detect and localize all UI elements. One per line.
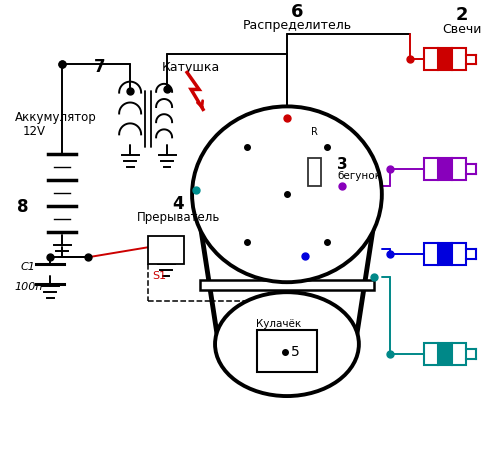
Text: бегунок: бегунок — [337, 172, 381, 181]
Bar — [438, 48, 452, 70]
Text: Катушка: Катушка — [162, 61, 220, 74]
Text: 2: 2 — [456, 5, 468, 23]
Bar — [424, 243, 466, 265]
Bar — [438, 343, 452, 365]
Text: Распределитель: Распределитель — [242, 19, 352, 32]
Bar — [257, 330, 317, 372]
Text: 4: 4 — [172, 195, 184, 213]
Text: 3: 3 — [337, 157, 347, 172]
Ellipse shape — [192, 106, 382, 282]
Bar — [438, 243, 452, 265]
Text: Прерыватель: Прерыватель — [136, 211, 220, 224]
Text: Кулачёк: Кулачёк — [256, 319, 302, 329]
Text: 8: 8 — [16, 198, 28, 216]
Text: 7: 7 — [94, 58, 106, 76]
Bar — [308, 158, 322, 186]
Bar — [438, 158, 452, 180]
Text: 12V: 12V — [22, 125, 46, 138]
Text: S1: S1 — [152, 271, 166, 281]
Text: C1: C1 — [20, 262, 35, 272]
Bar — [424, 158, 466, 180]
Text: Свечи: Свечи — [442, 23, 482, 36]
Text: 6: 6 — [290, 3, 303, 21]
Bar — [424, 48, 466, 70]
Text: Аккумулятор: Аккумулятор — [16, 111, 97, 124]
Text: R: R — [312, 128, 318, 137]
Bar — [148, 236, 184, 264]
Text: 5: 5 — [290, 345, 300, 359]
Bar — [424, 343, 466, 365]
Ellipse shape — [215, 292, 359, 396]
Text: 100n: 100n — [14, 282, 42, 292]
Bar — [200, 280, 374, 290]
